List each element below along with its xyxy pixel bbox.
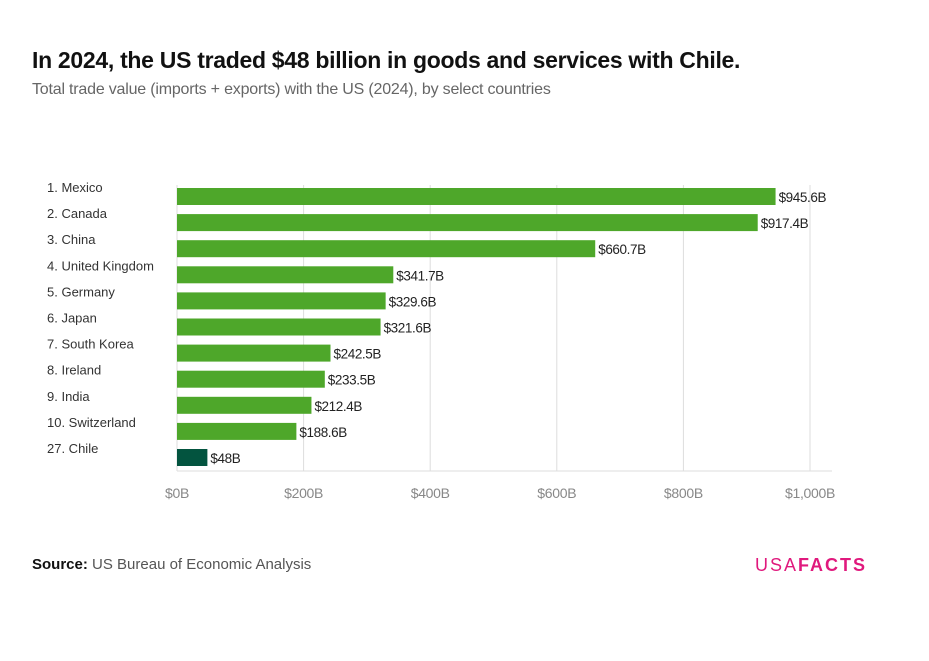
category-label: 5. Germany bbox=[47, 284, 115, 299]
bar-south-korea bbox=[177, 344, 331, 362]
category-label: 3. China bbox=[47, 232, 96, 247]
x-tick-label: $0B bbox=[165, 485, 189, 501]
data-label: $660.7B bbox=[598, 242, 646, 257]
data-label: $233.5B bbox=[328, 373, 376, 388]
category-label: 9. India bbox=[47, 389, 90, 404]
bar-chile bbox=[177, 449, 208, 466]
bar-china bbox=[177, 240, 596, 258]
usafacts-logo: USAFACTS bbox=[755, 555, 868, 575]
x-tick-label: $400B bbox=[411, 485, 450, 501]
data-label: $329.6B bbox=[389, 294, 437, 309]
bar-switzerland bbox=[177, 422, 297, 440]
bar-canada bbox=[177, 214, 758, 232]
category-label: 4. United Kingdom bbox=[47, 258, 154, 273]
bar-india bbox=[177, 396, 312, 414]
x-tick-label: $200B bbox=[284, 485, 323, 501]
data-label: $945.6B bbox=[779, 190, 827, 205]
x-tick-label: $1,000B bbox=[785, 485, 835, 501]
source-note: Source: US Bureau of Economic Analysis bbox=[32, 556, 311, 573]
data-label: $242.5B bbox=[334, 347, 382, 362]
data-label: $212.4B bbox=[314, 399, 362, 414]
bar-ireland bbox=[177, 370, 325, 388]
chart-title: In 2024, the US traded $48 billion in go… bbox=[32, 47, 741, 73]
category-label: 8. Ireland bbox=[47, 363, 101, 378]
source-text: US Bureau of Economic Analysis bbox=[92, 556, 312, 573]
chart-subtitle: Total trade value (imports + exports) wi… bbox=[32, 81, 551, 98]
data-label: $188.6B bbox=[299, 425, 347, 440]
data-label: $341.7B bbox=[396, 268, 444, 283]
category-label: 1. Mexico bbox=[47, 180, 103, 195]
x-tick-label: $600B bbox=[537, 485, 576, 501]
data-label: $917.4B bbox=[761, 216, 809, 231]
data-label: $48B bbox=[210, 451, 240, 466]
category-label: 10. Switzerland bbox=[47, 415, 136, 430]
bar-germany bbox=[177, 292, 386, 310]
category-label: 27. Chile bbox=[47, 441, 98, 456]
data-label: $321.6B bbox=[384, 321, 432, 336]
bar-united-kingdom bbox=[177, 266, 394, 284]
bar-japan bbox=[177, 318, 381, 336]
x-tick-label: $800B bbox=[664, 485, 703, 501]
category-label: 7. South Korea bbox=[47, 337, 134, 352]
category-label: 6. Japan bbox=[47, 311, 97, 326]
source-label: Source: bbox=[32, 556, 88, 573]
bar-mexico bbox=[177, 188, 776, 205]
category-label: 2. Canada bbox=[47, 206, 108, 221]
